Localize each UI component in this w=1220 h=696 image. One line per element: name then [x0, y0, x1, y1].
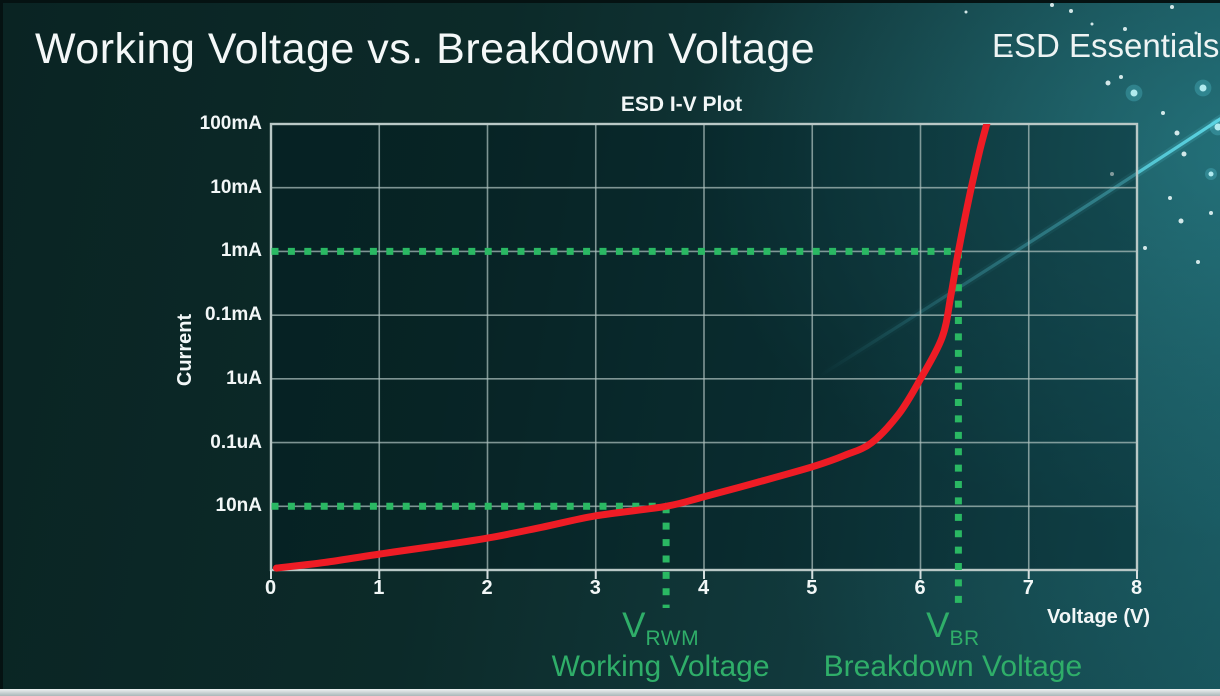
y-tick-label: 10mA — [210, 176, 262, 198]
sparkle-dot — [1174, 130, 1180, 136]
sparkle-dot — [1194, 31, 1198, 35]
x-tick-label: 0 — [264, 577, 277, 599]
x-tick-label: 1 — [373, 577, 385, 599]
y-tick-label: 0.1uA — [210, 431, 262, 453]
sparkle-dot — [964, 10, 968, 14]
x-tick-label: 5 — [806, 577, 818, 599]
sparkle-dot — [1123, 27, 1127, 31]
sparkle-dot — [1199, 84, 1207, 92]
sparkle-dot — [1110, 172, 1114, 176]
x-tick-label: 8 — [1130, 577, 1143, 599]
sparkle-dot — [1105, 80, 1111, 86]
x-tick-label: 4 — [697, 577, 710, 599]
vrwm-symbol: VRWM — [622, 606, 700, 650]
sparkle-dot — [1090, 22, 1094, 26]
x-tick-label: 7 — [1022, 577, 1034, 599]
y-tick-label: 1mA — [220, 240, 262, 262]
sparkle-dot — [1168, 196, 1172, 200]
sparkle-dot — [1209, 211, 1213, 215]
iv-plot — [269, 122, 1138, 608]
x-axis-label: Voltage (V) — [1047, 606, 1150, 628]
y-tick-label: 0.1mA — [204, 304, 262, 326]
sparkle-dot — [1178, 218, 1184, 224]
chart-title: ESD I-V Plot — [620, 93, 743, 116]
x-tick-label: 3 — [589, 577, 601, 599]
sparkle-dot — [1130, 89, 1138, 97]
iv-curve — [272, 124, 990, 572]
left-edge-border — [0, 0, 3, 689]
vbr-symbol: VBR — [926, 606, 980, 650]
brand-logo-text: ESD Essentials — [992, 27, 1220, 64]
top-edge-border — [0, 0, 1220, 3]
y-tick-label: 1uA — [226, 367, 262, 389]
y-tick-label: 10nA — [215, 495, 262, 517]
x-tick-label: 2 — [481, 577, 493, 599]
bottom-strip — [0, 689, 1220, 696]
sparkle-dot — [1008, 50, 1012, 54]
sparkle-dot — [1208, 171, 1214, 177]
sparkle-dot — [1181, 151, 1187, 157]
vrwm-caption: Working Voltage — [551, 650, 770, 684]
page-title: Working Voltage vs. Breakdown Voltage — [35, 25, 816, 73]
swoosh-line — [817, 117, 1220, 379]
y-tick-label: 100mA — [199, 113, 262, 134]
sparkle-dot — [1161, 111, 1165, 115]
sparkle-dot — [1196, 260, 1200, 264]
x-tick-label: 6 — [914, 577, 926, 599]
sparkle-dot — [1143, 246, 1147, 250]
sparkle-dot — [1050, 3, 1054, 7]
sparkle-dot — [1119, 75, 1123, 79]
sparkle-dot — [1069, 9, 1073, 13]
sparkle-dot — [1214, 123, 1220, 131]
annotation-working-voltage: VRWM Working Voltage — [496, 606, 826, 684]
vbr-caption: Breakdown Voltage — [823, 650, 1083, 684]
sparkle-dot — [1170, 5, 1174, 9]
annotation-breakdown-voltage: VBR Breakdown Voltage — [788, 606, 1118, 684]
